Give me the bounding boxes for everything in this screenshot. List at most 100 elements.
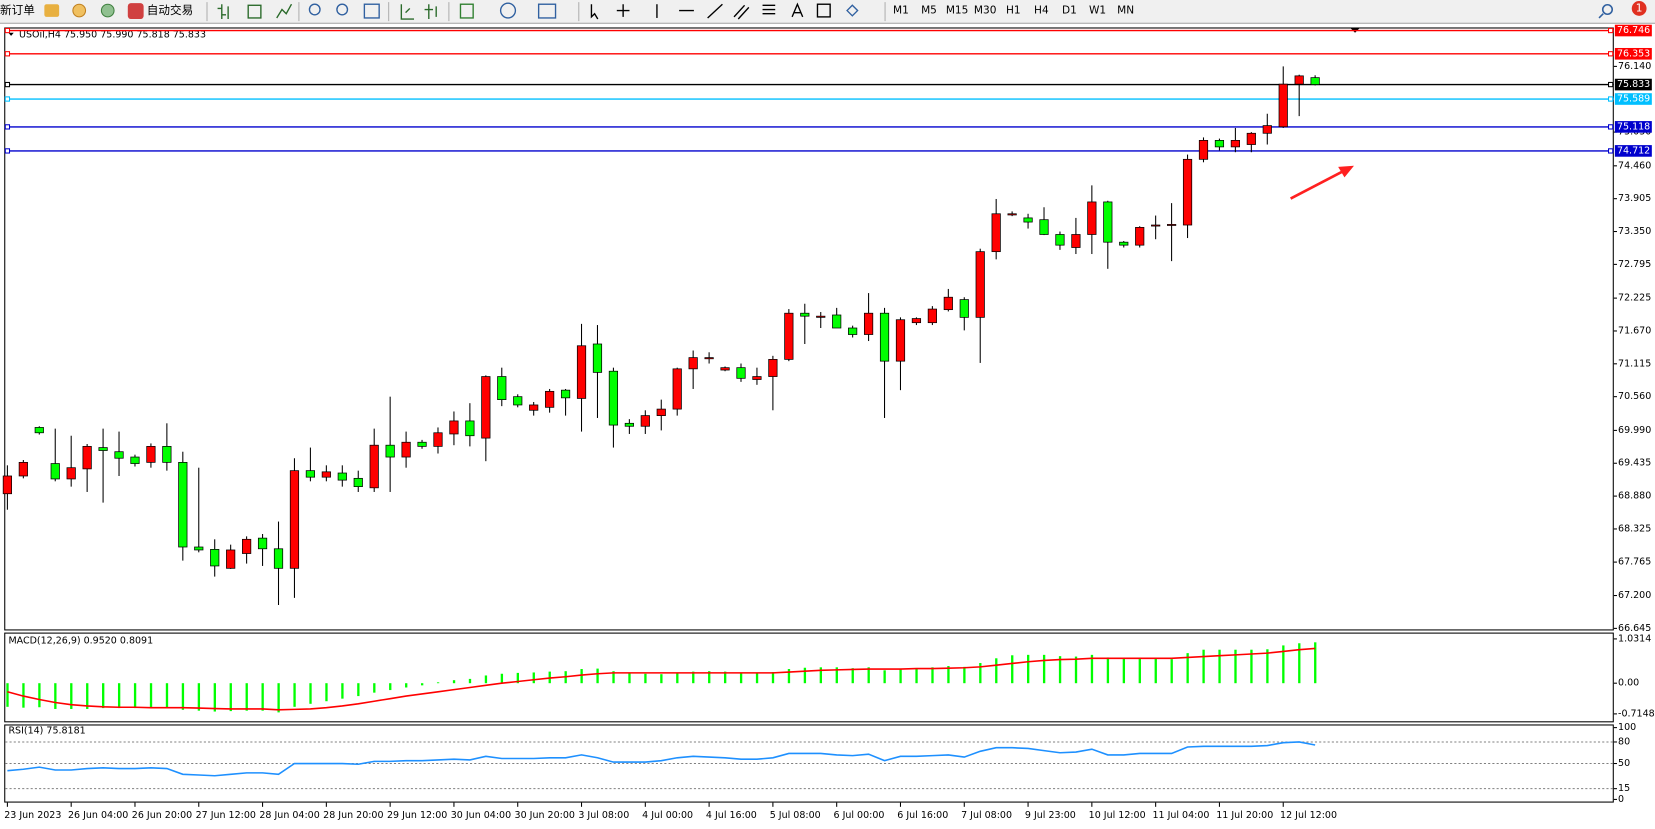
candle-body xyxy=(210,549,220,567)
timeframe-button[interactable]: H1 xyxy=(1006,5,1021,17)
macd-bar xyxy=(405,683,408,688)
auto-trading[interactable]: 自动交易 xyxy=(147,3,193,17)
candle-body xyxy=(784,312,794,360)
notification-count: 1 xyxy=(1636,2,1643,14)
candle-body xyxy=(273,548,284,569)
x-tick-label: 3 Jul 08:00 xyxy=(578,810,629,821)
candle-body xyxy=(1246,132,1256,145)
icon[interactable] xyxy=(217,4,229,20)
level-label: 75.833 xyxy=(1617,79,1650,90)
icon[interactable] xyxy=(537,3,557,19)
macd-bar xyxy=(117,683,121,709)
macd-bar xyxy=(628,672,631,684)
x-tick-label: 30 Jun 20:00 xyxy=(515,810,575,821)
macd-bar xyxy=(277,683,280,713)
candle-body xyxy=(720,367,730,371)
y-tick-label: 68.325 xyxy=(1618,523,1651,534)
timeframe-button[interactable]: MN xyxy=(1117,5,1134,17)
candle-body xyxy=(1230,140,1240,148)
macd-bar xyxy=(468,678,472,684)
candle-body xyxy=(608,370,619,426)
notification-badge[interactable] xyxy=(1631,1,1647,16)
y-tick-label: 72.795 xyxy=(1618,259,1651,270)
macd-bar xyxy=(803,667,807,684)
candle-body xyxy=(1214,140,1225,148)
timeframe-button[interactable]: M1 xyxy=(893,5,909,17)
icon[interactable] xyxy=(846,4,859,17)
candle-body xyxy=(369,444,379,489)
candle-body xyxy=(289,470,300,569)
candle-body xyxy=(465,420,475,437)
timeframe-button[interactable]: M15 xyxy=(946,5,969,17)
macd-bar xyxy=(1106,657,1110,684)
auto-trading-icon[interactable] xyxy=(127,3,144,20)
macd-bar xyxy=(6,683,9,707)
price-pane xyxy=(4,27,1614,631)
icon[interactable] xyxy=(590,4,599,20)
new-order[interactable]: 新订单 xyxy=(0,3,35,17)
icon[interactable] xyxy=(72,3,87,18)
level-handle xyxy=(4,124,11,130)
timeframe-button[interactable]: M5 xyxy=(921,5,937,17)
candle-body xyxy=(1278,83,1288,128)
level-tag xyxy=(1614,47,1652,60)
macd-bar xyxy=(644,673,647,684)
timeframe-button[interactable]: M30 xyxy=(974,5,997,17)
macd-bar xyxy=(500,673,504,684)
candle-body xyxy=(497,376,507,400)
tool-icons xyxy=(217,2,859,20)
indicator-line xyxy=(7,741,1316,777)
macd-bar xyxy=(947,666,950,684)
icon[interactable] xyxy=(707,3,723,19)
macd-bar xyxy=(133,683,137,709)
level-label: 76.353 xyxy=(1617,48,1650,59)
timeframe-button[interactable]: W1 xyxy=(1089,5,1106,17)
icon[interactable] xyxy=(400,4,415,20)
x-tick-label: 26 Jun 20:00 xyxy=(132,810,192,821)
indicator-line xyxy=(7,647,1316,711)
level-label: 75.118 xyxy=(1617,121,1650,132)
macd-bar xyxy=(341,683,344,699)
candle-body xyxy=(433,432,443,447)
icon[interactable] xyxy=(44,4,60,17)
macd-bar xyxy=(261,683,264,711)
search-icon xyxy=(1598,13,1604,19)
macd-bar xyxy=(86,683,89,709)
candle-body xyxy=(1167,224,1177,226)
arrow-shaft xyxy=(1290,169,1345,200)
icon[interactable] xyxy=(363,3,380,19)
icon[interactable] xyxy=(816,3,831,18)
icon[interactable] xyxy=(459,3,474,19)
candle-body xyxy=(1007,213,1017,216)
icon[interactable] xyxy=(762,4,776,15)
icon[interactable] xyxy=(424,4,437,20)
icon[interactable] xyxy=(247,4,262,19)
macd-bar xyxy=(739,672,743,684)
candle-body xyxy=(242,538,252,554)
timeframe-button[interactable]: D1 xyxy=(1062,5,1077,17)
icon[interactable] xyxy=(733,4,750,20)
macd-bar xyxy=(995,658,998,684)
icon[interactable] xyxy=(100,3,115,18)
icon[interactable] xyxy=(308,3,321,16)
macd-bar xyxy=(1170,659,1173,684)
candle-body xyxy=(560,389,571,399)
icon[interactable] xyxy=(336,3,349,16)
icon[interactable] xyxy=(791,2,804,18)
x-tick-label: 7 Jul 08:00 xyxy=(961,810,1012,821)
candle-body xyxy=(146,446,156,463)
y-tick-label: 74.460 xyxy=(1618,160,1651,171)
rsi-title: RSI(14) 75.8181 xyxy=(8,725,85,736)
icon[interactable] xyxy=(276,3,293,19)
level-handle xyxy=(1608,81,1614,88)
x-tick-label: 30 Jun 04:00 xyxy=(451,810,511,821)
timeframe-button[interactable]: H4 xyxy=(1034,5,1049,17)
search-icon[interactable] xyxy=(1601,3,1614,16)
icon[interactable] xyxy=(616,4,630,17)
icon[interactable] xyxy=(499,2,517,19)
level-tag xyxy=(1614,24,1652,37)
candle-body xyxy=(1198,140,1209,160)
macd-bar xyxy=(1122,658,1126,684)
